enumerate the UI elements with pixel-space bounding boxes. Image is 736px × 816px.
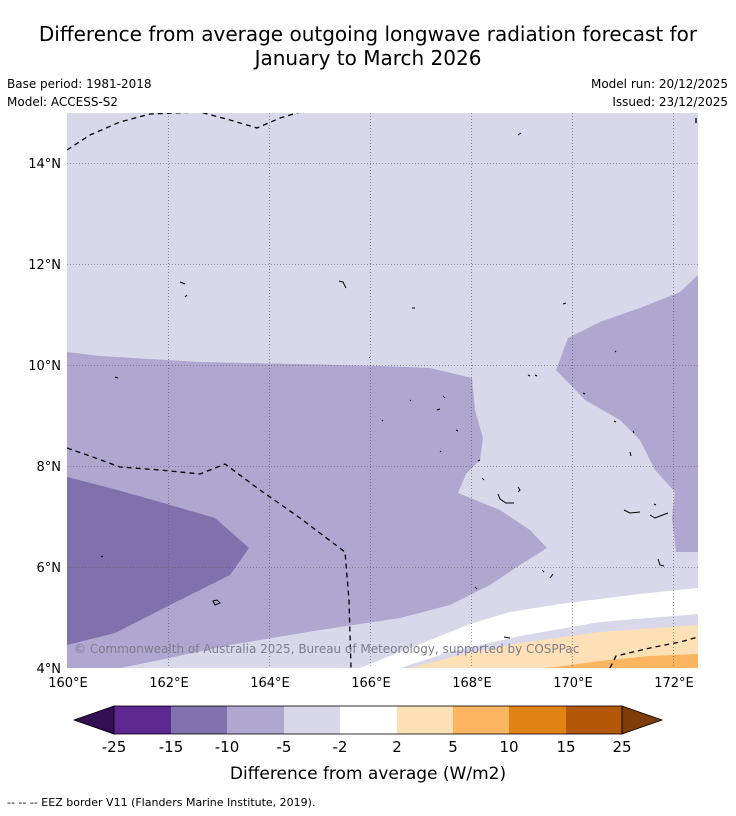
island	[614, 350, 617, 353]
colorbar-arrow-high	[621, 705, 664, 735]
eez-footnote: -- -- -- EEZ border V11 (Flanders Marine…	[7, 796, 316, 809]
issued-date: Issued: 23/12/2025	[612, 95, 728, 109]
island	[629, 451, 632, 457]
map-plot-area: © Commonwealth of Australia 2025, Bureau…	[67, 113, 698, 668]
island	[517, 486, 521, 493]
lon-label: 170°E	[553, 676, 593, 691]
anomaly-region-orange	[548, 654, 698, 668]
lat-label: 10°N	[28, 359, 61, 374]
colorbar-tick: 5	[448, 738, 458, 756]
island	[474, 586, 478, 590]
colorbar-tick: -25	[102, 738, 127, 756]
lon-label: 168°E	[452, 676, 492, 691]
island	[517, 132, 522, 136]
islands	[100, 132, 669, 639]
colorbar-segment	[453, 706, 509, 734]
colorbar-segment	[566, 706, 622, 734]
island	[549, 573, 554, 579]
colorbar-segment	[284, 706, 340, 734]
colorbar-tick: -5	[277, 738, 292, 756]
map-title: Difference from average outgoing longwav…	[0, 22, 736, 70]
colorbar-segment	[171, 706, 227, 734]
island	[212, 599, 221, 606]
colorbar-segment	[340, 706, 397, 734]
meta-left: Base period: 1981-2018 Model: ACCESS-S2	[7, 75, 152, 111]
island	[477, 459, 481, 462]
colorbar-tick: -2	[333, 738, 348, 756]
island	[527, 374, 538, 377]
island	[623, 509, 641, 514]
base-period: Base period: 1981-2018	[7, 77, 152, 91]
island	[100, 555, 104, 558]
island	[114, 376, 119, 379]
colorbar-ticks: -25 -15 -10 -5 -2 2 5 10 15 25	[102, 738, 632, 756]
island	[582, 392, 586, 395]
colorbar-tick: 15	[556, 738, 575, 756]
lon-label: 162°E	[149, 676, 189, 691]
colorbar-segment	[227, 706, 284, 734]
model-run: Model run: 20/12/2025	[590, 77, 728, 91]
lon-label: 160°E	[48, 676, 88, 691]
colorbar-segment	[397, 706, 453, 734]
island	[442, 395, 446, 399]
eez-borders	[67, 113, 698, 668]
longitude-labels: 160°E 162°E 164°E 166°E 168°E 170°E 172°…	[48, 676, 694, 691]
copyright-notice: © Commonwealth of Australia 2025, Bureau…	[74, 642, 579, 656]
anomaly-region-light-orange	[410, 625, 698, 668]
island	[497, 493, 514, 504]
colorbar-segment	[114, 706, 171, 734]
island	[436, 408, 441, 411]
island	[455, 429, 459, 432]
island	[657, 558, 665, 567]
lat-label: 8°N	[37, 460, 62, 475]
island	[381, 419, 384, 422]
colorbar-tick: 25	[612, 738, 631, 756]
lon-label: 166°E	[351, 676, 391, 691]
island	[409, 399, 412, 402]
colorbar-segment	[509, 706, 566, 734]
island	[562, 302, 567, 305]
island	[338, 280, 347, 289]
island	[649, 512, 669, 519]
model-name: Model: ACCESS-S2	[7, 95, 119, 109]
anomaly-region-medium-purple-east	[556, 275, 698, 552]
eez-border-central	[67, 447, 352, 668]
lat-label: 4°N	[37, 662, 62, 677]
anomaly-region-neutral	[360, 588, 698, 668]
meta-right: Model run: 20/12/2025 Issued: 23/12/2025	[591, 75, 728, 111]
latitude-labels: 14°N 12°N 10°N 8°N 6°N 4°N	[28, 157, 61, 677]
map-gridlines	[67, 113, 698, 668]
colorbar-tick: 2	[392, 738, 402, 756]
island	[632, 430, 635, 434]
eez-border-southeast	[609, 636, 698, 668]
colorbar-tick: 10	[499, 738, 518, 756]
colorbar-label: Difference from average (W/m2)	[229, 764, 507, 784]
island	[503, 636, 511, 639]
island	[368, 356, 371, 359]
colorbar-tick: -10	[215, 738, 240, 756]
colorbar: -25 -15 -10 -5 -2 2 5 10 15 25	[72, 705, 664, 756]
island	[653, 503, 657, 506]
lat-label: 6°N	[37, 561, 62, 576]
anomaly-region-dark-purple	[67, 477, 249, 645]
island	[613, 420, 617, 423]
island	[481, 477, 485, 481]
lon-label: 172°E	[654, 676, 694, 691]
lat-label: 14°N	[28, 157, 61, 172]
lon-label: 164°E	[250, 676, 290, 691]
colorbar-arrow-low	[72, 705, 115, 735]
map-title-line-1: Difference from average outgoing longwav…	[38, 22, 698, 46]
island	[541, 569, 545, 573]
island	[184, 294, 188, 298]
island	[179, 281, 186, 285]
colorbar-frame	[113, 705, 623, 735]
colorbar-tick: -15	[159, 738, 184, 756]
island	[439, 450, 442, 453]
lat-label: 12°N	[28, 258, 61, 273]
eez-border-north	[67, 113, 299, 151]
map-title-line-2: January to March 2026	[254, 46, 482, 70]
